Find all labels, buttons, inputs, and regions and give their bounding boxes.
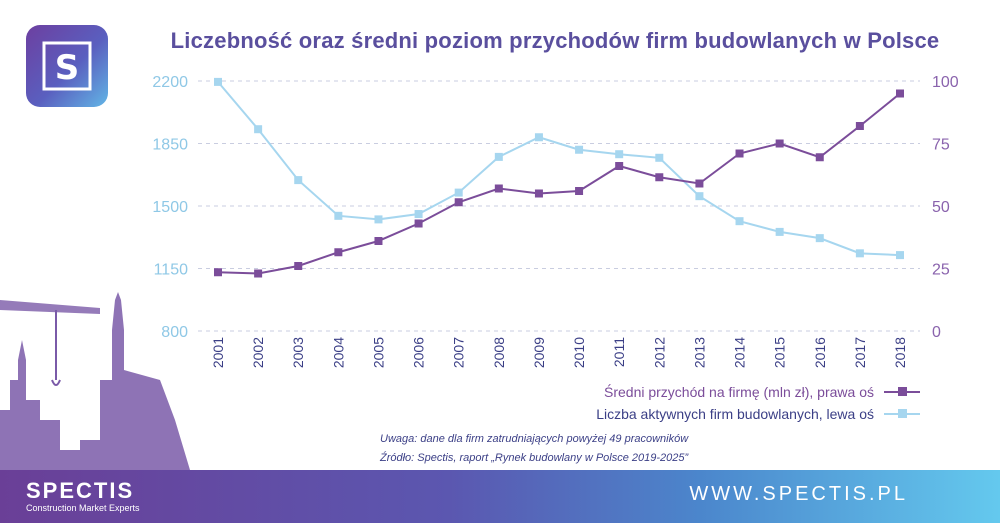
legend-label-firms: Liczba aktywnych firm budowlanych, lewa … bbox=[596, 406, 874, 422]
data-point-revenue bbox=[494, 184, 503, 193]
x-tick-label: 2006 bbox=[411, 337, 427, 368]
data-point-firms bbox=[655, 153, 664, 162]
legend-label-revenue: Średni przychód na firmę (mln zł), prawa… bbox=[604, 384, 874, 400]
footnote-source: Źródło: Spectis, raport „Rynek budowlany… bbox=[380, 452, 689, 464]
x-tick-label: 2007 bbox=[451, 337, 467, 368]
series-line-revenue bbox=[217, 92, 901, 275]
y-left-tick-label: 2200 bbox=[152, 74, 188, 91]
data-point-revenue bbox=[896, 89, 904, 98]
spectis-logo: S bbox=[26, 25, 108, 107]
grid-lines bbox=[198, 80, 920, 332]
y-right-tick-label: 0 bbox=[932, 324, 941, 341]
data-point-revenue bbox=[735, 149, 744, 158]
x-tick-label: 2009 bbox=[531, 337, 547, 368]
data-point-firms bbox=[414, 210, 423, 219]
y-left-tick-label: 800 bbox=[161, 324, 188, 341]
data-point-revenue bbox=[695, 179, 704, 188]
x-tick-label: 2011 bbox=[611, 337, 627, 367]
data-point-firms bbox=[735, 217, 744, 226]
data-point-firms bbox=[214, 77, 222, 86]
x-tick-label: 2010 bbox=[571, 337, 587, 368]
chart-title: Liczebność oraz średni poziom przychodów… bbox=[170, 28, 940, 53]
data-point-firms bbox=[896, 251, 904, 260]
data-point-firms bbox=[334, 211, 343, 220]
x-tick-label: 2005 bbox=[370, 337, 386, 368]
data-point-revenue bbox=[294, 262, 303, 270]
data-point-firms bbox=[575, 145, 584, 154]
data-point-revenue bbox=[775, 139, 784, 148]
legend-swatch-firms bbox=[884, 409, 920, 418]
x-tick-label: 2003 bbox=[290, 337, 306, 368]
y-right-tick-label: 100 bbox=[932, 74, 959, 91]
data-point-revenue bbox=[615, 162, 624, 170]
y-right-tick-label: 75 bbox=[932, 137, 950, 154]
data-point-firms bbox=[294, 176, 303, 185]
brand-tagline: Construction Market Experts bbox=[26, 503, 140, 513]
x-tick-label: 2016 bbox=[812, 337, 828, 368]
x-tick-label: 2012 bbox=[651, 337, 667, 368]
data-point-firms bbox=[534, 133, 543, 142]
data-point-firms bbox=[254, 125, 263, 134]
x-tick-label: 2002 bbox=[250, 337, 266, 368]
legend-item-firms: Liczba aktywnych firm budowlanych, lewa … bbox=[596, 406, 920, 422]
y-left-tick-label: 1500 bbox=[152, 199, 188, 216]
footer-band bbox=[0, 470, 1000, 523]
y-right-tick-label: 25 bbox=[932, 262, 950, 279]
data-point-firms bbox=[454, 188, 463, 197]
data-point-firms bbox=[695, 192, 704, 201]
data-point-revenue bbox=[575, 187, 584, 195]
y-left-tick-label: 1850 bbox=[152, 137, 188, 154]
series-line-firms bbox=[217, 81, 901, 257]
data-point-revenue bbox=[534, 189, 543, 198]
y-right-tick-label: 50 bbox=[932, 199, 950, 216]
data-point-firms bbox=[374, 215, 383, 224]
x-tick-label: 2017 bbox=[852, 337, 868, 368]
axes: 800 0 1150 25 1500 50 1850 75 2200 100 2001 2002 200… bbox=[152, 74, 958, 368]
legend-swatch-revenue bbox=[884, 387, 920, 396]
x-tick-label: 2018 bbox=[892, 337, 908, 368]
data-point-revenue bbox=[855, 122, 864, 130]
y-left-tick-label: 1150 bbox=[154, 262, 189, 279]
x-tick-label: 2015 bbox=[772, 337, 788, 368]
footnote-note: Uwaga: dane dla firm zatrudniających pow… bbox=[380, 433, 689, 445]
data-point-firms bbox=[855, 249, 864, 258]
skyline-illustration bbox=[0, 292, 190, 470]
data-point-firms bbox=[775, 227, 784, 236]
data-point-revenue bbox=[454, 198, 463, 207]
legend-item-revenue: Średni przychód na firmę (mln zł), prawa… bbox=[604, 384, 920, 400]
data-point-firms bbox=[494, 152, 503, 161]
series-layer bbox=[214, 77, 904, 278]
data-point-revenue bbox=[254, 269, 263, 278]
data-point-revenue bbox=[374, 237, 383, 245]
x-tick-label: 2014 bbox=[732, 337, 748, 368]
svg-text:S: S bbox=[55, 48, 80, 88]
data-point-revenue bbox=[414, 219, 423, 228]
data-point-revenue bbox=[655, 173, 664, 182]
website-link[interactable]: WWW.SPECTIS.PL bbox=[689, 483, 908, 505]
x-tick-label: 2008 bbox=[491, 337, 507, 368]
data-point-revenue bbox=[334, 248, 343, 257]
data-point-revenue bbox=[214, 268, 222, 277]
x-tick-label: 2001 bbox=[210, 337, 226, 368]
data-point-firms bbox=[615, 150, 624, 159]
logo-icon: S bbox=[42, 41, 92, 91]
brand-name: SPECTIS bbox=[26, 478, 135, 503]
x-tick-label: 2013 bbox=[691, 337, 707, 368]
data-point-firms bbox=[815, 234, 824, 243]
data-point-revenue bbox=[815, 153, 824, 162]
x-tick-label: 2004 bbox=[330, 337, 346, 368]
